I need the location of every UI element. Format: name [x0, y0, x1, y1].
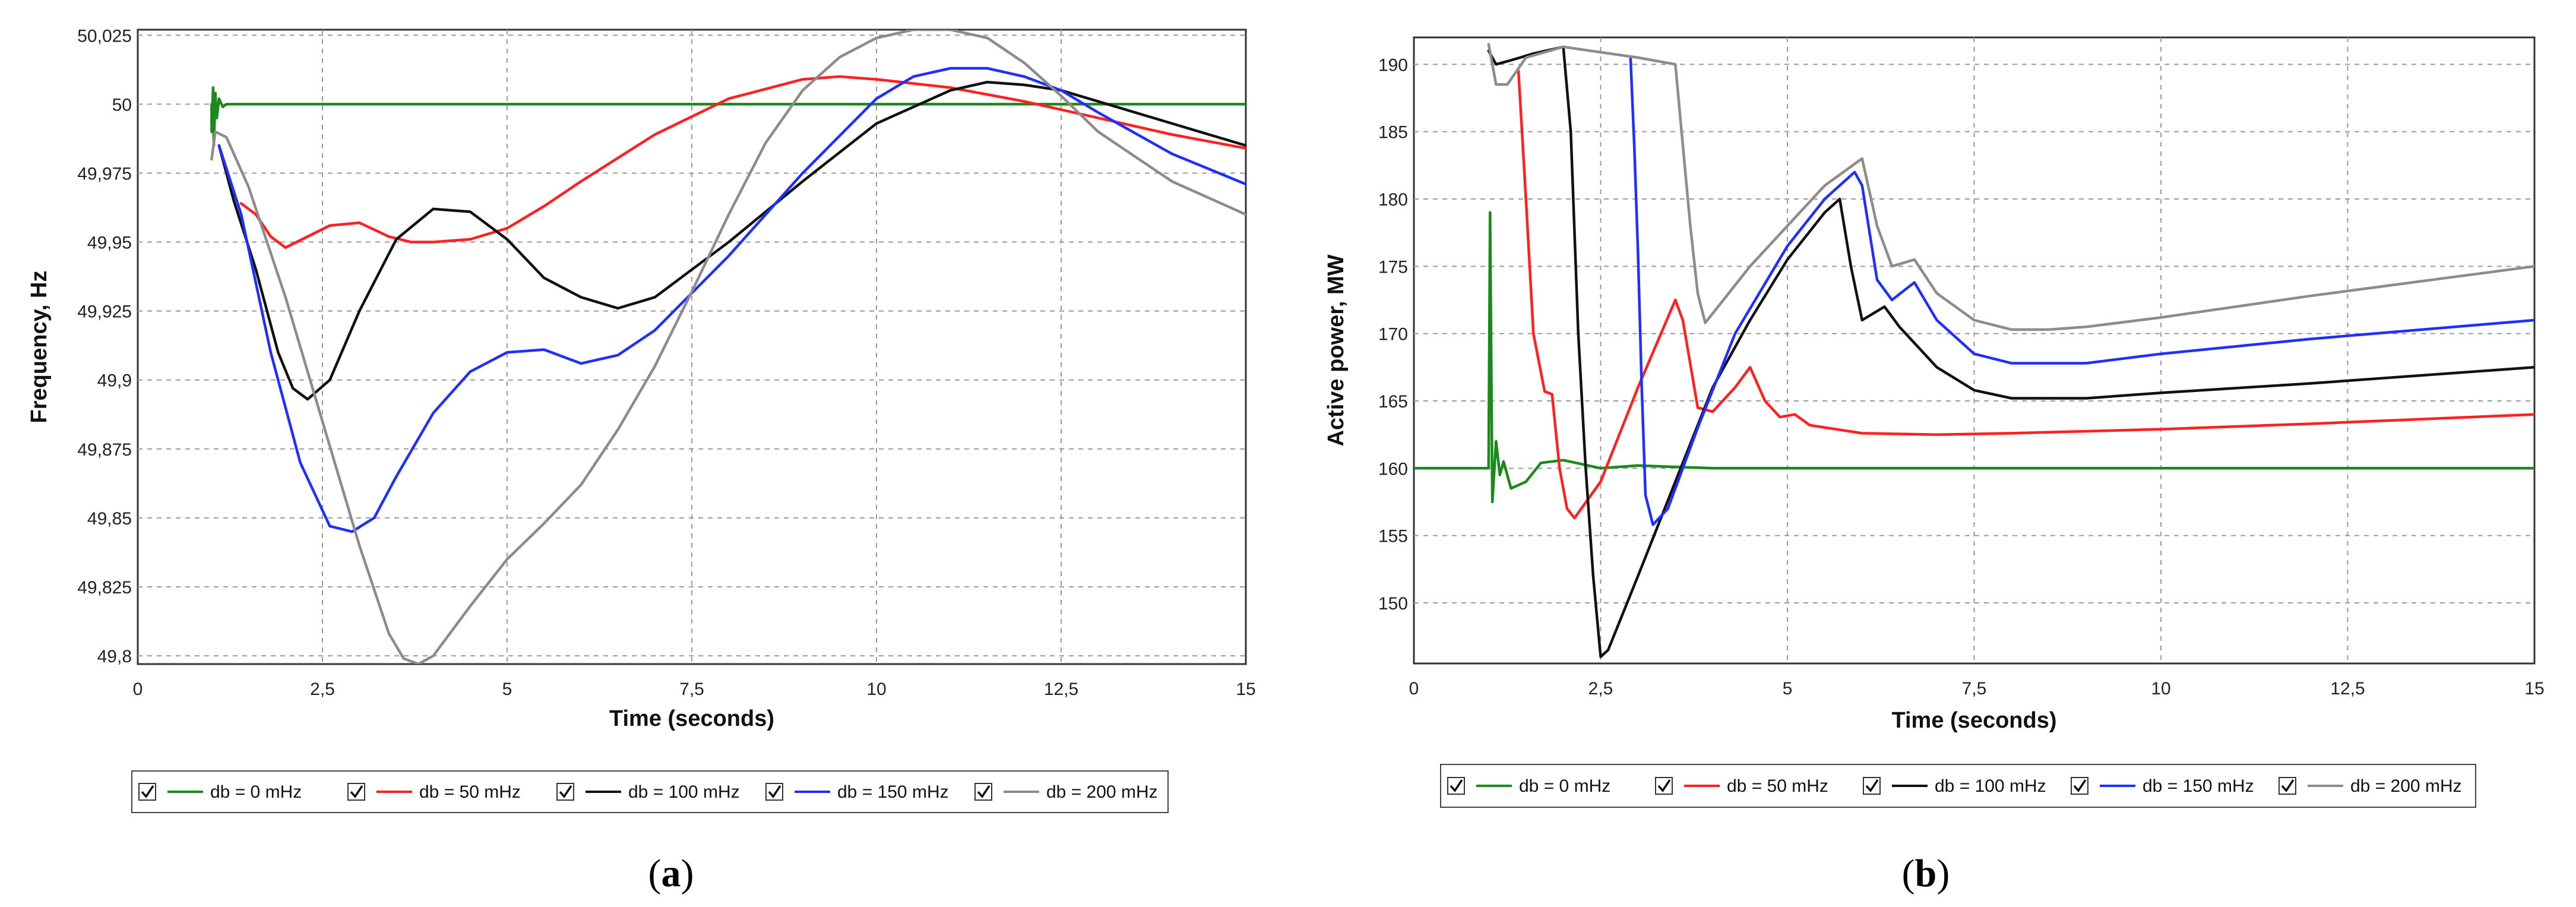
- y-tick-label: 165: [1378, 392, 1408, 412]
- checkmark-icon: [1657, 779, 1671, 792]
- checkmark-icon: [1450, 779, 1463, 792]
- series-line-db100: [1487, 45, 2534, 658]
- chart-panel-b: 0 2,5 5 7,5 10 12,5 15 190 185 180 175 170 165 160 155…: [1324, 36, 2545, 895]
- legend-label: db = 100 mHz: [628, 782, 740, 802]
- legend-label: db = 50 mHz: [1727, 776, 1828, 796]
- y-tick-label: 49,825: [77, 578, 132, 598]
- legend-item-db50[interactable]: db = 50 mHz: [347, 782, 521, 802]
- y-tick-label: 170: [1378, 325, 1408, 345]
- x-tick-label: 2,5: [310, 680, 335, 699]
- panel-caption: (a): [648, 852, 694, 895]
- series-line-db50: [239, 75, 1246, 249]
- legend-label: db = 150 mHz: [2143, 776, 2254, 796]
- checkmark-icon: [141, 785, 154, 798]
- series-line-db200: [1487, 43, 2534, 331]
- legend-item-db200[interactable]: db = 200 mHz: [2278, 776, 2462, 796]
- x-tick-label: 0: [1409, 679, 1419, 699]
- series-group: [210, 30, 1246, 664]
- series-line-db200: [210, 30, 1246, 664]
- legend-checkbox[interactable]: [1447, 777, 1465, 795]
- y-tick-label: 175: [1378, 257, 1408, 277]
- legend-label: db = 150 mHz: [837, 782, 949, 802]
- caption-close: ): [681, 852, 694, 895]
- y-tick-label: 190: [1378, 55, 1408, 75]
- x-tick-label: 7,5: [1962, 679, 1987, 699]
- y-tick-label: 150: [1378, 594, 1408, 614]
- legend: db = 0 mHz db = 50 mHz db = 100 mHz db = 15…: [1440, 764, 2476, 808]
- x-axis-label: Time (seconds): [1891, 708, 2056, 733]
- legend-item-db100[interactable]: db = 100 mHz: [556, 782, 740, 802]
- x-tick-label: 0: [133, 680, 143, 699]
- x-tick-label: 7,5: [679, 680, 704, 699]
- legend-item-db50[interactable]: db = 50 mHz: [1655, 776, 1828, 796]
- caption-letter: b: [1915, 852, 1937, 895]
- legend-checkbox[interactable]: [1655, 777, 1673, 795]
- series-line-db150: [217, 67, 1246, 533]
- chart-panel-a: 0 2,5 5 7,5 10 12,5 15 50,025 50 49,975 49,95 49,92…: [27, 26, 1256, 895]
- y-axis-label: Frequency, Hz: [27, 271, 52, 424]
- legend-label: db = 0 mHz: [1519, 776, 1610, 796]
- series-group: [1414, 43, 2534, 658]
- y-tick-label: 160: [1378, 459, 1408, 479]
- checkmark-icon: [559, 785, 572, 798]
- y-tick-label: 50: [112, 95, 132, 115]
- legend-checkbox[interactable]: [2071, 777, 2088, 795]
- y-tick-label: 49,875: [77, 440, 132, 460]
- plot-area: [1413, 36, 2536, 665]
- y-tick-label: 180: [1378, 190, 1408, 210]
- x-tick-label: 5: [502, 680, 512, 699]
- checkmark-icon: [1865, 779, 1879, 792]
- caption-open: (: [1902, 852, 1915, 895]
- checkmark-icon: [768, 785, 781, 798]
- y-tick-label: 49,925: [77, 302, 132, 322]
- grid-lines: [138, 30, 1246, 664]
- legend-item-db200[interactable]: db = 200 mHz: [974, 782, 1158, 802]
- legend-label: db = 200 mHz: [1046, 782, 1158, 802]
- checkmark-icon: [350, 785, 363, 798]
- x-tick-label: 10: [866, 680, 886, 699]
- legend-item-db100[interactable]: db = 100 mHz: [1863, 776, 2046, 796]
- legend-item-db150[interactable]: db = 150 mHz: [2071, 776, 2254, 796]
- x-tick-label: 5: [1783, 679, 1793, 699]
- y-tick-label: 185: [1378, 123, 1408, 143]
- legend-box: [131, 770, 1169, 813]
- legend-label: db = 50 mHz: [419, 782, 521, 802]
- series-line-db0: [1414, 211, 2534, 504]
- y-tick-label: 49,85: [87, 509, 132, 529]
- legend-box: [1440, 764, 2476, 808]
- legend-item-db0[interactable]: db = 0 mHz: [1447, 776, 1610, 796]
- panel-caption: (b): [1902, 852, 1950, 895]
- series-line-db100: [217, 80, 1246, 401]
- checkmark-icon: [977, 785, 990, 798]
- caption-letter: a: [662, 852, 681, 895]
- x-tick-label: 10: [2151, 679, 2170, 699]
- x-tick-label: 12,5: [1044, 680, 1078, 699]
- y-tick-label: 49,975: [77, 164, 132, 184]
- y-tick-label: 49,95: [87, 233, 132, 253]
- caption-open: (: [648, 852, 662, 895]
- checkmark-icon: [2281, 779, 2295, 792]
- x-axis-label: Time (seconds): [609, 706, 774, 731]
- checkmark-icon: [2073, 779, 2087, 792]
- y-tick-label: 49,8: [97, 647, 132, 666]
- series-line-db150: [1629, 56, 2534, 526]
- y-tick-label: 50,025: [77, 26, 132, 46]
- legend-item-db150[interactable]: db = 150 mHz: [765, 782, 949, 802]
- legend-item-db0[interactable]: db = 0 mHz: [138, 782, 302, 802]
- x-tick-label: 15: [2524, 679, 2544, 699]
- y-axis-label: Active power, MW: [1324, 254, 1349, 446]
- x-tick-label: 2,5: [1588, 679, 1613, 699]
- caption-close: ): [1936, 852, 1950, 895]
- y-tick-label: 49,9: [97, 371, 132, 391]
- series-line-db0: [210, 86, 1246, 147]
- legend-checkbox[interactable]: [1863, 777, 1881, 795]
- y-tick-label: 155: [1378, 527, 1408, 546]
- legend-label: db = 0 mHz: [210, 782, 302, 802]
- x-tick-label: 12,5: [2330, 679, 2365, 699]
- legend: db = 0 mHz db = 50 mHz db = 100 mHz db = 15…: [131, 770, 1169, 813]
- legend-label: db = 100 mHz: [1935, 776, 2046, 796]
- legend-label: db = 200 mHz: [2350, 776, 2462, 796]
- x-tick-label: 15: [1236, 680, 1255, 699]
